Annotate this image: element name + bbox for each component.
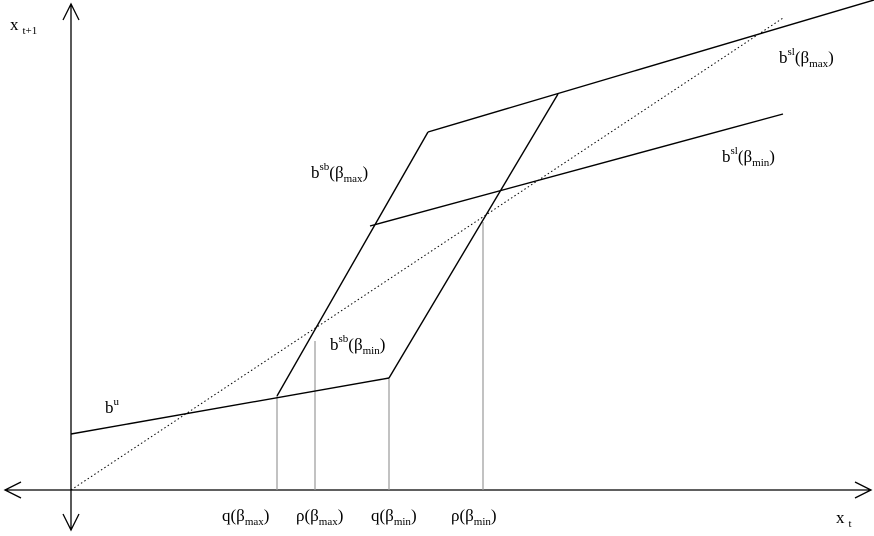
y-axis-label: x t+1 — [10, 15, 37, 37]
y-axis-arrow-bottom — [62, 513, 80, 532]
label-bsb-min: bsb(βmin) — [330, 333, 385, 357]
x-axis-arrow-left — [3, 481, 22, 499]
label-bsb-max: bsb(βmax) — [311, 161, 368, 185]
tick-rho-max: ρ(βmax) — [296, 506, 343, 528]
tick-q-max: q(βmax) — [222, 506, 269, 528]
label-bsl-min: bsl(βmin) — [722, 145, 775, 169]
y-axis-arrow-top — [62, 2, 80, 21]
label-bsl-max: bsl(βmax) — [779, 46, 834, 70]
diagonal-45-line — [70, 17, 784, 491]
x-axis-arrow-right — [854, 481, 873, 499]
curve-bsl-max — [427, 0, 874, 133]
tick-q-min: q(βmin) — [371, 506, 417, 528]
curve-bsb-min — [388, 93, 559, 379]
curve-bsb-max — [276, 131, 429, 397]
curve-bsl-min — [369, 113, 784, 227]
label-bu: bu — [105, 396, 120, 417]
curve-bu — [70, 377, 390, 435]
tick-rho-min: ρ(βmin) — [451, 506, 497, 528]
